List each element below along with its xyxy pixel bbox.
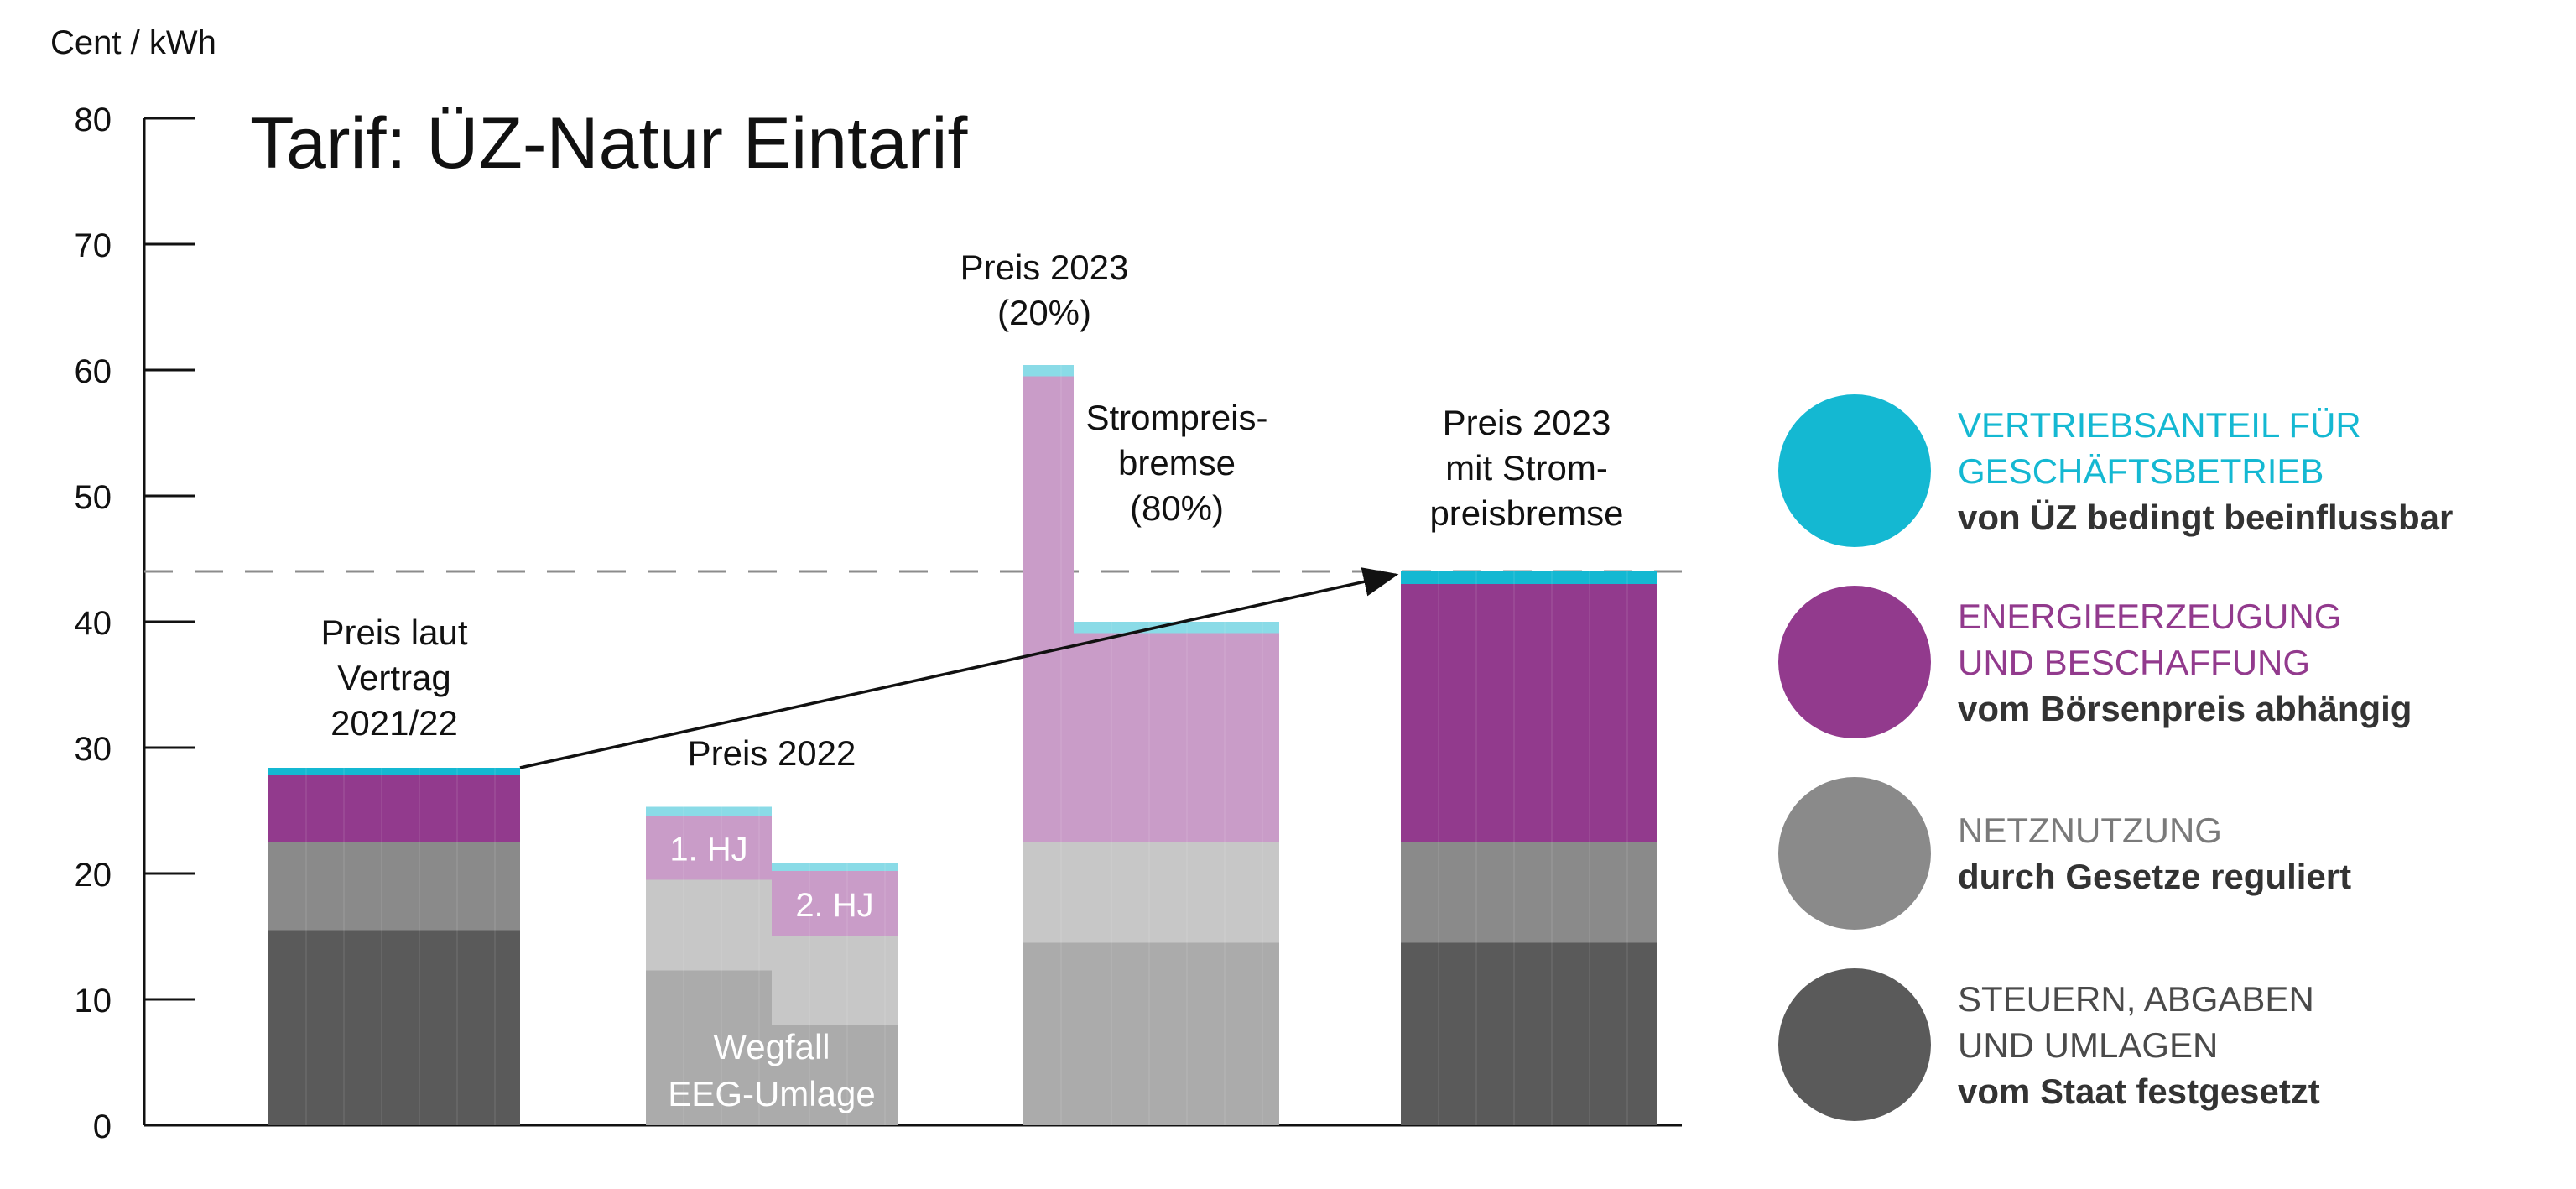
bar-segment-vertrieb: [268, 768, 520, 775]
bar-segment-netz: [268, 842, 520, 931]
legend-swatch: [1778, 968, 1931, 1121]
legend-title: UND BESCHAFFUNG: [1958, 643, 2311, 682]
legend-item-steuern: STEUERN, ABGABEN UND UMLAGEN vom Staat fes…: [1778, 968, 2550, 1160]
group-label: Preis 2022: [688, 733, 856, 773]
y-tick-label: 30: [75, 731, 112, 768]
group-label: Strompreis-: [1085, 398, 1267, 437]
y-tick-label: 50: [75, 479, 112, 516]
group-label: preisbremse: [1429, 493, 1623, 533]
legend-title: NETZNUTZUNG: [1958, 811, 2222, 850]
legend-item-netz: NETZNUTZUNG durch Gesetze reguliert: [1778, 777, 2550, 968]
bar-segment-energie: [772, 871, 898, 936]
y-tick-label: 20: [75, 857, 112, 894]
stacked-bar-chart: 0 10 20 30 40 50 60 70 80 Cent / kWh Tarif: ÜZ-Nat…: [50, 24, 1682, 1145]
group-label: (20%): [997, 293, 1091, 332]
legend: VERTRIEBSANTEIL FÜR GESCHÄFTSBETRIEB von Ü…: [1778, 394, 2550, 1160]
bar-segment-steuern: [1074, 942, 1279, 1125]
group-label: bremse: [1118, 443, 1236, 482]
y-tick-label: 0: [93, 1108, 112, 1145]
legend-swatch: [1778, 777, 1931, 930]
bar-segment-vertrieb: [1401, 571, 1657, 584]
bar-segment-netz: [1023, 842, 1074, 943]
chart-title: Tarif: ÜZ-Natur Eintarif: [250, 103, 968, 184]
bar-segment-netz: [646, 879, 772, 971]
legend-subtitle: vom Börsenpreis abhängig: [1958, 689, 2412, 728]
group-label: Preis 2023: [1443, 403, 1611, 442]
bar-segment-steuern: [268, 930, 520, 1125]
y-tick-label: 40: [75, 605, 112, 642]
bar-segment-vertrieb: [772, 863, 898, 871]
legend-swatch: [1778, 586, 1931, 738]
legend-item-energie: ENERGIEERZEUGUNG UND BESCHAFFUNG vom Börse…: [1778, 586, 2550, 777]
legend-title: STEUERN, ABGABEN: [1958, 979, 2314, 1019]
legend-title: GESCHÄFTSBETRIEB: [1958, 451, 2324, 491]
trend-arrow: [519, 567, 1399, 769]
legend-title: VERTRIEBSANTEIL FÜR: [1958, 405, 2361, 445]
bar-segment-steuern: [1401, 942, 1657, 1125]
legend-subtitle: durch Gesetze reguliert: [1958, 857, 2352, 896]
bar-segment-vertrieb: [646, 806, 772, 816]
bar-segment-energie: [268, 775, 520, 842]
bar-segment-steuern: [772, 1025, 898, 1125]
bar-segment-steuern: [646, 970, 772, 1125]
bar-segment-energie: [1074, 633, 1279, 842]
bar-segment-energie: [1401, 584, 1657, 842]
y-tick-label: 10: [75, 983, 112, 1020]
bar-segment-netz: [1074, 842, 1279, 943]
legend-item-vertrieb: VERTRIEBSANTEIL FÜR GESCHÄFTSBETRIEB von Ü…: [1778, 394, 2550, 586]
segment-label: 1. HJ: [669, 831, 747, 868]
bar-segment-energie: [646, 816, 772, 880]
y-tick-label: 60: [75, 353, 112, 390]
group-label: Vertrag: [337, 658, 450, 697]
legend-text: VERTRIEBSANTEIL FÜR GESCHÄFTSBETRIEB von Ü…: [1958, 402, 2453, 540]
legend-subtitle: vom Staat festgesetzt: [1958, 1072, 2320, 1111]
legend-text: STEUERN, ABGABEN UND UMLAGEN vom Staat fes…: [1958, 976, 2320, 1114]
legend-title: ENERGIEERZEUGUNG: [1958, 597, 2342, 636]
legend-subtitle: von ÜZ bedingt beeinflussbar: [1958, 498, 2454, 537]
group-label: 2021/22: [330, 703, 458, 743]
y-tick-label: 80: [75, 102, 112, 138]
legend-title: UND UMLAGEN: [1958, 1025, 2219, 1065]
group-label: Preis 2023: [960, 248, 1129, 287]
segment-label: 2. HJ: [795, 887, 873, 924]
bar-segment-energie: [1023, 376, 1074, 842]
legend-text: ENERGIEERZEUGUNG UND BESCHAFFUNG vom Börse…: [1958, 593, 2412, 732]
bar-segment-vertrieb: [1074, 622, 1279, 634]
group-label: (80%): [1130, 488, 1224, 528]
bar-segment-netz: [1401, 842, 1657, 943]
bar-segment-vertrieb: [1023, 365, 1074, 377]
legend-swatch: [1778, 394, 1931, 547]
y-axis-label: Cent / kWh: [50, 24, 216, 61]
legend-text: NETZNUTZUNG durch Gesetze reguliert: [1958, 807, 2351, 900]
annotation-label: Wegfall: [713, 1027, 830, 1066]
group-label: mit Strom-: [1445, 448, 1608, 488]
bar-segment-netz: [772, 936, 898, 1025]
bar-segment-steuern: [1023, 942, 1074, 1125]
annotation-label: EEG-Umlage: [668, 1074, 875, 1113]
y-tick-label: 70: [75, 227, 112, 264]
group-label: Preis laut: [320, 613, 467, 652]
